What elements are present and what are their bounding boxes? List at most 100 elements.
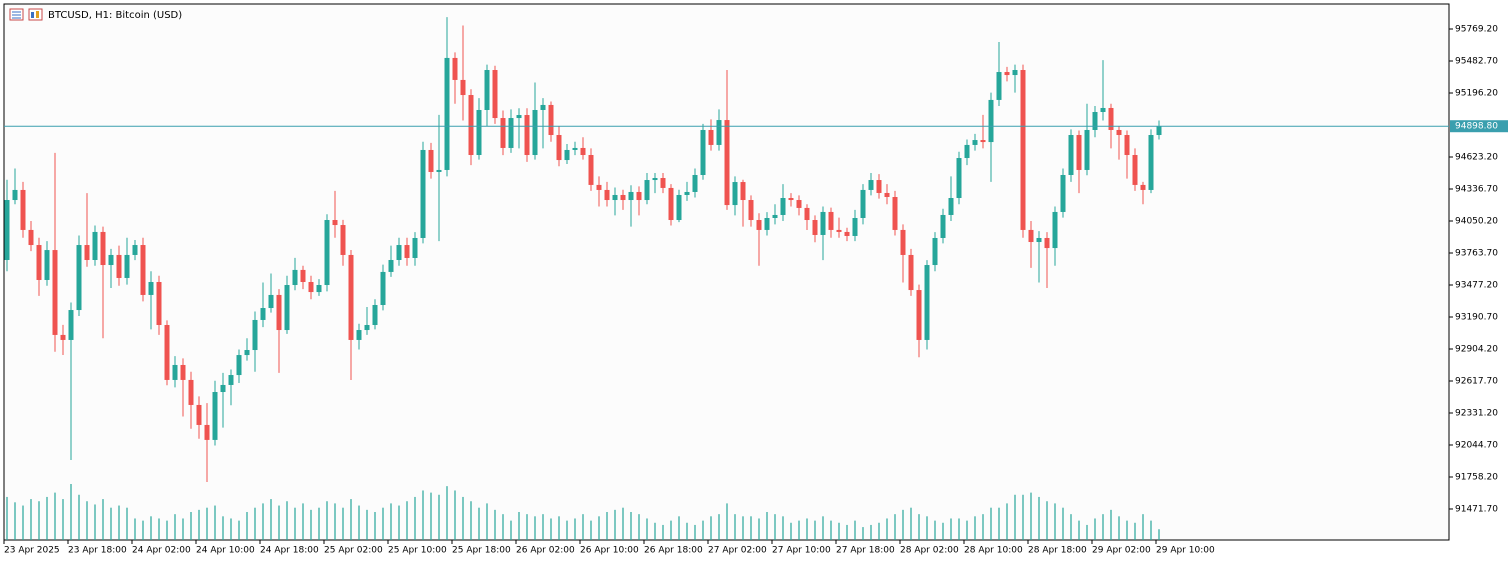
- candle-body: [28, 229, 34, 246]
- candle-body: [212, 392, 218, 440]
- x-tick-label: 24 Apr 18:00: [260, 546, 319, 556]
- candle-body: [604, 189, 610, 201]
- candle-body: [996, 72, 1002, 100]
- candle-body: [156, 281, 162, 325]
- candle-body: [388, 259, 394, 272]
- candle-body: [60, 334, 66, 340]
- y-tick-label: 94623.20: [1455, 152, 1498, 162]
- candle-body: [324, 220, 330, 286]
- candle-body: [68, 310, 74, 340]
- candle-body: [732, 182, 738, 206]
- candle-body: [12, 189, 18, 201]
- title-icons: [9, 8, 43, 21]
- candle-body: [1084, 129, 1090, 170]
- candle-body: [364, 324, 370, 331]
- candle-body: [1116, 129, 1122, 136]
- candle-body: [276, 294, 282, 331]
- candle-body: [1100, 107, 1106, 113]
- candle-body: [36, 245, 42, 280]
- x-tick-label: 25 Apr 10:00: [388, 546, 447, 556]
- candle-body: [908, 254, 914, 291]
- candle-body: [564, 149, 570, 161]
- candle-body: [284, 285, 290, 331]
- candle-body: [692, 174, 698, 192]
- candle-body: [124, 254, 130, 278]
- candle-body: [1156, 126, 1162, 136]
- candle-body: [916, 290, 922, 340]
- candle-body: [164, 324, 170, 380]
- candle-body: [4, 200, 10, 260]
- candle-body: [948, 198, 954, 215]
- y-tick-label: 92904.20: [1455, 344, 1498, 354]
- y-tick-label: 95196.20: [1455, 88, 1498, 98]
- candle-body: [116, 254, 122, 278]
- candle-body: [708, 129, 714, 145]
- candle-body: [548, 104, 554, 136]
- candle-body: [540, 104, 546, 110]
- candle-body: [516, 115, 522, 119]
- y-tick-label: 91758.20: [1455, 472, 1498, 482]
- candle-body: [876, 180, 882, 193]
- candle-body: [508, 118, 514, 148]
- candle-body: [1044, 237, 1050, 249]
- candle-body: [628, 191, 634, 201]
- candle-body: [188, 379, 194, 405]
- y-tick-label: 93190.70: [1455, 312, 1498, 322]
- candle-body: [380, 271, 386, 306]
- candle-body: [980, 140, 986, 143]
- candle-body: [372, 305, 378, 325]
- x-tick-label: 25 Apr 18:00: [452, 546, 511, 556]
- candle-body: [428, 149, 434, 172]
- candle-body: [1004, 72, 1010, 76]
- candle-body: [820, 211, 826, 235]
- candle-body: [812, 220, 818, 235]
- candle-body: [924, 265, 930, 340]
- candle-body: [804, 207, 810, 221]
- x-tick-label: 24 Apr 10:00: [196, 546, 255, 556]
- price-label-box: [1450, 120, 1508, 133]
- candle-body: [468, 95, 474, 156]
- candle-body: [20, 189, 26, 230]
- candle-body: [452, 57, 458, 80]
- x-tick-label: 26 Apr 18:00: [644, 546, 703, 556]
- candle-body: [852, 217, 858, 236]
- candle-body: [484, 70, 490, 110]
- candle-body: [860, 189, 866, 218]
- candle-body: [44, 250, 50, 280]
- candle-body: [1052, 211, 1058, 249]
- candle-body: [52, 250, 58, 335]
- candle-body: [972, 140, 978, 145]
- y-tick-label: 94336.70: [1455, 184, 1498, 194]
- candle-body: [396, 245, 402, 260]
- candle-body: [580, 147, 586, 156]
- candle-body: [620, 194, 626, 201]
- candle-body: [1148, 135, 1154, 190]
- x-tick-label: 28 Apr 18:00: [1028, 546, 1087, 556]
- candle-body: [748, 200, 754, 221]
- x-tick-label: 29 Apr 10:00: [1156, 546, 1215, 556]
- y-tick-label: 92331.20: [1455, 408, 1498, 418]
- candle-body: [884, 192, 890, 198]
- candle-body: [1012, 70, 1018, 76]
- candle-body: [340, 225, 346, 255]
- candle-body: [772, 214, 778, 218]
- candle-body: [236, 355, 242, 376]
- candle-body: [292, 269, 298, 286]
- candle-body: [836, 229, 842, 232]
- y-tick-label: 95769.20: [1455, 24, 1498, 34]
- candle-body: [668, 187, 674, 221]
- candle-body: [300, 269, 306, 282]
- candle-body: [404, 245, 410, 258]
- x-tick-label: 27 Apr 10:00: [772, 546, 831, 556]
- candle-body: [348, 254, 354, 340]
- x-tick-label: 26 Apr 02:00: [516, 546, 575, 556]
- candle-body: [460, 79, 466, 96]
- candle-body: [1132, 155, 1138, 185]
- candle-body: [892, 197, 898, 230]
- candle-body: [316, 285, 322, 293]
- candle-body: [268, 294, 274, 309]
- price-label: 94898.80: [1455, 122, 1498, 132]
- candle-body: [84, 245, 90, 260]
- candle-body: [716, 120, 722, 145]
